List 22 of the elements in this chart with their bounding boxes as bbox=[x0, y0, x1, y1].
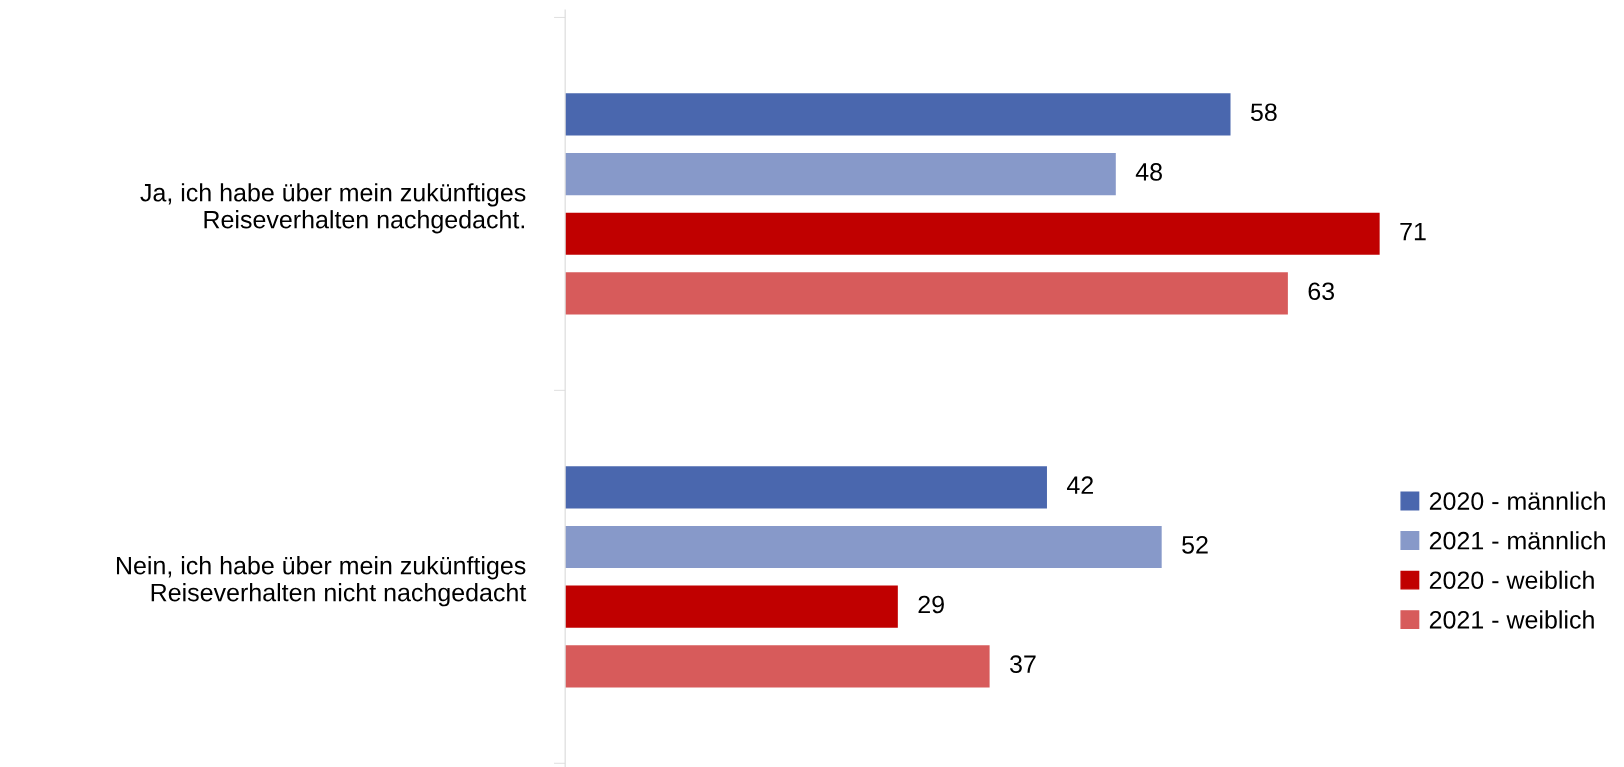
y-tick-label: Ja, ich habe über mein zukünftiges Reiseverhalten nachgedacht. bbox=[140, 183, 526, 234]
bar bbox=[565, 525, 1162, 569]
legend-label: 2020 - männlich bbox=[1429, 491, 1605, 510]
bar bbox=[565, 585, 898, 628]
legend-label: 2021 - weiblich bbox=[1429, 610, 1594, 629]
data-label: 58 bbox=[1250, 103, 1277, 122]
bar bbox=[565, 93, 1231, 136]
bar bbox=[565, 466, 1047, 509]
bar bbox=[565, 152, 1116, 196]
bar bbox=[565, 212, 1380, 255]
data-label: 63 bbox=[1308, 282, 1335, 301]
data-label: 48 bbox=[1135, 163, 1162, 181]
data-label: 29 bbox=[918, 595, 944, 614]
data-label: 42 bbox=[1066, 476, 1093, 494]
legend-label: 2020 - weiblich bbox=[1429, 570, 1594, 590]
legend-label: 2021 - männlich bbox=[1429, 531, 1605, 550]
data-label: 71 bbox=[1400, 222, 1426, 241]
bar bbox=[565, 272, 1288, 315]
data-label: 52 bbox=[1182, 535, 1208, 554]
data-label: 37 bbox=[1010, 655, 1036, 674]
bar bbox=[565, 645, 990, 688]
y-tick-label: Nein, ich habe über mein zukünftiges Reiseverhalten nicht nachgedacht bbox=[116, 556, 527, 607]
